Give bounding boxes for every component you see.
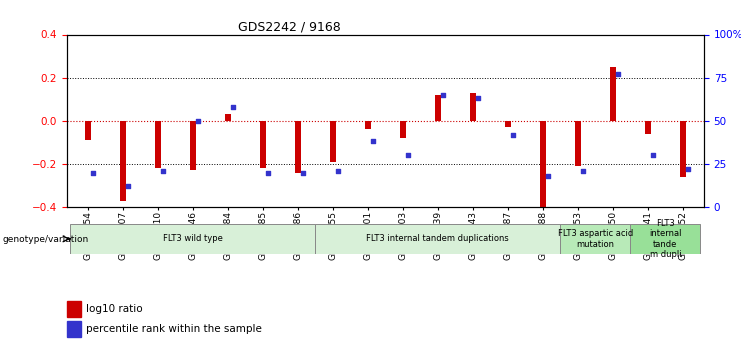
Bar — [645, 121, 651, 134]
Point — [577, 168, 589, 174]
Bar — [84, 121, 91, 140]
Point — [297, 170, 309, 175]
Text: percentile rank within the sample: percentile rank within the sample — [86, 324, 262, 334]
Text: log10 ratio: log10 ratio — [86, 304, 142, 314]
Point — [262, 170, 273, 175]
Point — [472, 96, 484, 101]
Point — [192, 118, 204, 124]
Bar — [190, 121, 196, 170]
Bar — [435, 95, 441, 121]
Point — [87, 170, 99, 175]
Text: genotype/variation: genotype/variation — [2, 235, 88, 244]
Point — [647, 152, 659, 158]
Bar — [679, 121, 686, 177]
Bar — [560, 224, 631, 254]
Point — [612, 71, 624, 77]
Text: FLT3
internal
tande
m dupli: FLT3 internal tande m dupli — [649, 219, 682, 259]
Bar — [365, 121, 371, 129]
Bar — [315, 224, 560, 254]
Bar — [631, 224, 700, 254]
Bar — [539, 121, 546, 207]
Text: FLT3 aspartic acid
mutation: FLT3 aspartic acid mutation — [558, 229, 633, 249]
Point — [367, 139, 379, 144]
Bar — [575, 121, 581, 166]
Bar — [70, 224, 315, 254]
Bar — [505, 121, 511, 127]
Point — [157, 168, 169, 174]
Point — [122, 184, 133, 189]
Bar — [67, 301, 81, 317]
Bar — [155, 121, 161, 168]
Bar — [470, 93, 476, 121]
Point — [437, 92, 449, 98]
Title: GDS2242 / 9168: GDS2242 / 9168 — [239, 20, 341, 33]
Text: FLT3 internal tandem duplications: FLT3 internal tandem duplications — [367, 234, 509, 244]
Point — [402, 152, 413, 158]
Bar — [330, 121, 336, 162]
Bar — [119, 121, 126, 200]
Bar — [225, 114, 231, 121]
Point — [682, 166, 694, 172]
Bar — [67, 322, 81, 337]
Point — [542, 173, 554, 179]
Text: FLT3 wild type: FLT3 wild type — [163, 234, 223, 244]
Bar — [295, 121, 301, 172]
Point — [507, 132, 519, 137]
Point — [332, 168, 344, 174]
Bar — [399, 121, 406, 138]
Bar — [610, 67, 616, 121]
Point — [227, 104, 239, 110]
Bar — [259, 121, 266, 168]
